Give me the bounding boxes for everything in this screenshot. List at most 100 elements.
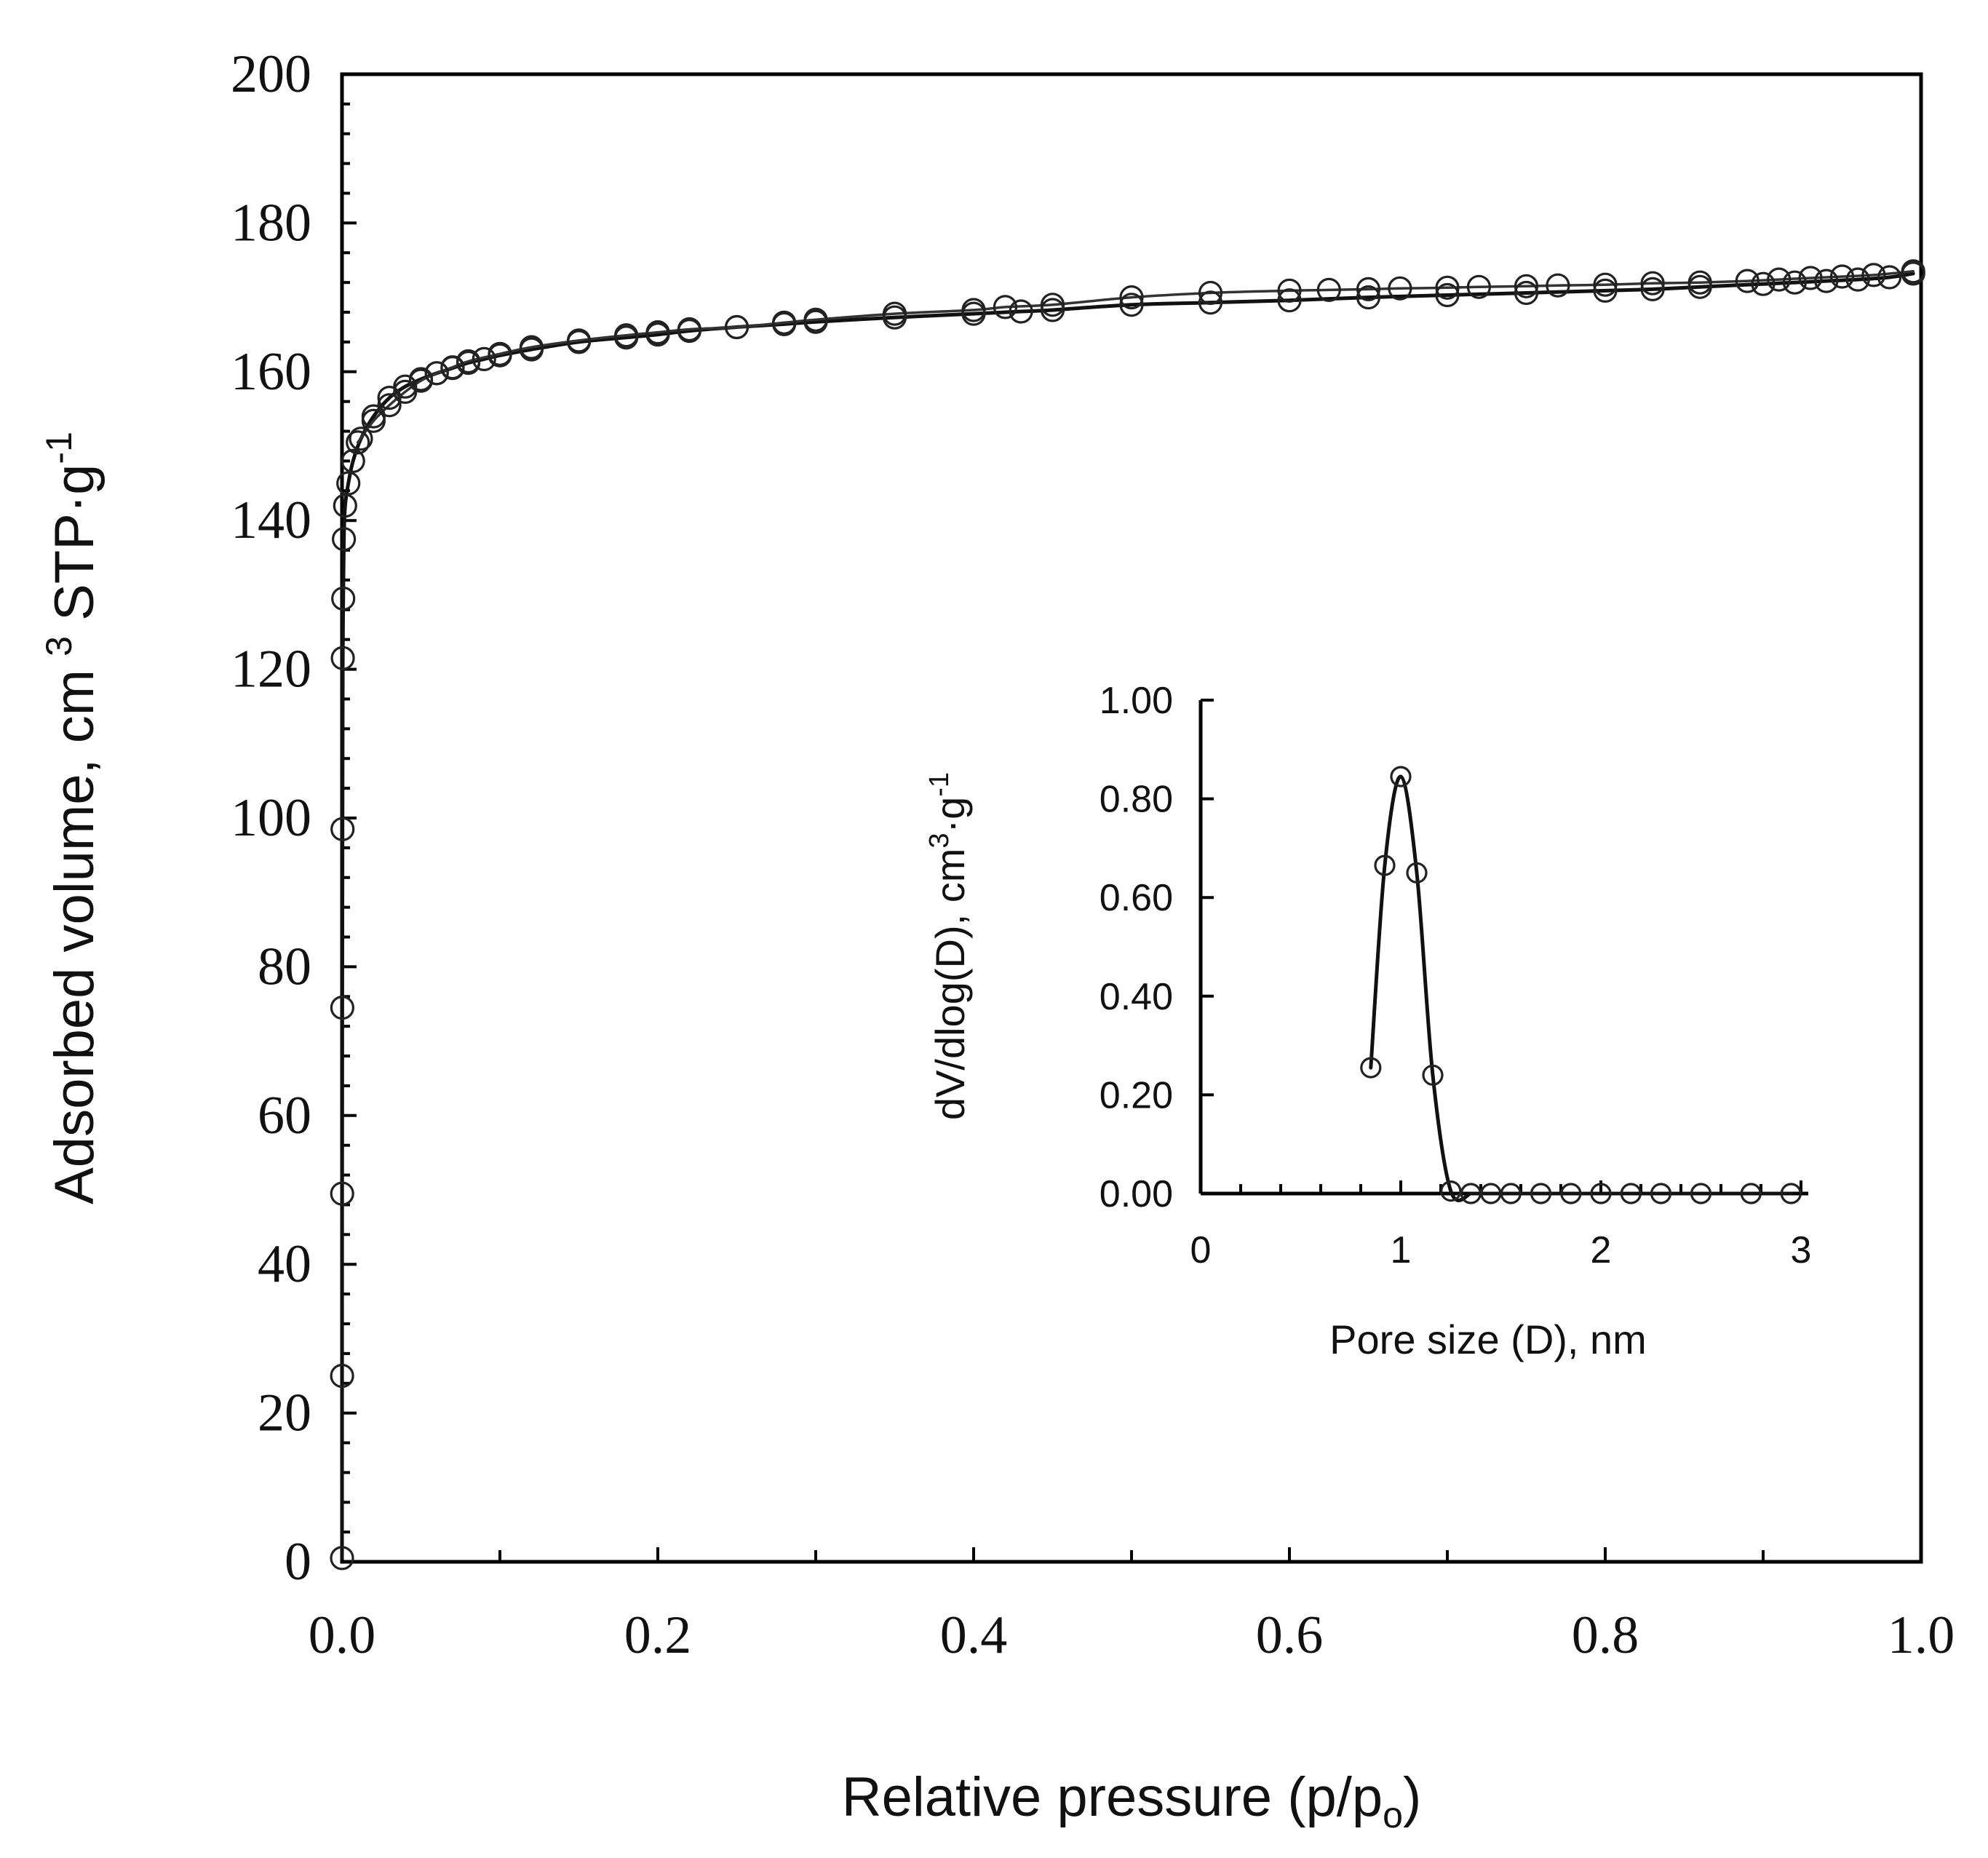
inset-point <box>1422 1064 1444 1086</box>
main-point-adsorption <box>336 471 361 496</box>
inset-point <box>1650 1183 1672 1204</box>
main-y-axis-title-mid: STP·g <box>44 464 106 637</box>
main-point-adsorption <box>349 426 373 451</box>
main-point-desorption <box>1466 274 1492 299</box>
main-point-adsorption <box>1593 278 1618 303</box>
main-point-desorption <box>645 320 670 345</box>
main-point-desorption <box>519 335 544 360</box>
main-point-desorption <box>1798 266 1823 290</box>
inset-point <box>1390 766 1412 787</box>
main-point-adsorption <box>341 448 365 474</box>
main-point-desorption <box>993 295 1018 319</box>
main-point-adsorption <box>330 1363 354 1389</box>
inset-point <box>1780 1183 1802 1204</box>
main-point-desorption <box>1687 270 1712 295</box>
main-point-desorption <box>613 323 639 348</box>
main-point-desorption <box>408 368 434 393</box>
main-point-desorption <box>1901 259 1925 284</box>
main-point-adsorption <box>1040 298 1065 322</box>
main-y-tick-label: 120 <box>231 640 311 699</box>
main-point-adsorption <box>1514 280 1539 306</box>
main-point-desorption <box>1040 293 1065 317</box>
main-point-desorption <box>1316 277 1341 302</box>
inset-point <box>1690 1183 1712 1204</box>
main-point-adsorption <box>330 646 355 670</box>
inset-point <box>1740 1183 1762 1204</box>
main-y-axis-title: Adsorbed volume, cm 3 STP·g-1 <box>39 432 106 1204</box>
main-series-line-desorption <box>356 270 1915 444</box>
main-point-desorption <box>566 328 592 353</box>
main-point-desorption <box>424 361 449 386</box>
inset-point <box>1620 1183 1642 1204</box>
main-point-desorption <box>377 393 402 418</box>
main-x-tick-label: 0.4 <box>940 1605 1008 1665</box>
inset-y-axis-title-sup2: -1 <box>924 772 955 797</box>
main-point-desorption <box>724 314 750 340</box>
inset-x-tick-label: 1 <box>1391 1229 1412 1271</box>
main-x-tick-label: 0.6 <box>1256 1605 1324 1665</box>
main-point-desorption <box>393 379 418 405</box>
main-point-adsorption <box>1009 299 1033 324</box>
main-point-desorption <box>1546 273 1570 298</box>
main-point-desorption <box>1593 272 1618 297</box>
inset-x-tick-label: 0 <box>1190 1229 1212 1271</box>
inset-point <box>1440 1180 1462 1202</box>
main-x-tick-label: 0.8 <box>1572 1605 1639 1665</box>
main-point-desorption <box>677 317 702 342</box>
main-point-adsorption <box>330 995 354 1020</box>
main-point-desorption <box>1767 267 1792 292</box>
inset-y-tick-label: 0.60 <box>1100 877 1173 919</box>
main-y-tick-label: 100 <box>231 788 311 848</box>
main-point-adsorption <box>377 385 402 410</box>
inset-points <box>1360 766 1802 1204</box>
inset-point <box>1360 1057 1382 1079</box>
inset-point <box>1590 1183 1612 1204</box>
main-x-axis-title-subscript: o <box>1383 1795 1403 1835</box>
main-point-desorption <box>1640 271 1665 295</box>
main-x-axis-title-close: ) <box>1403 1766 1421 1828</box>
main-x-tick-label: 1.0 <box>1888 1605 1955 1665</box>
inset-point <box>1406 862 1428 884</box>
main-point-adsorption <box>332 527 357 552</box>
main-point-adsorption <box>330 1181 354 1206</box>
main-point-adsorption <box>330 1546 354 1571</box>
inset-y-axis-title-sup: 3 <box>924 833 955 849</box>
main-y-tick-labels: 0 20 40 60 80 100 120 140 160 180 200 <box>231 44 311 1592</box>
main-points <box>330 259 1925 1571</box>
inset-x-tick-label: 3 <box>1791 1229 1812 1271</box>
inset-y-tick-label: 1.00 <box>1100 680 1173 722</box>
main-y-tick-label: 80 <box>258 937 311 996</box>
inset-chart: 0.00 0.20 0.40 0.60 0.80 1.00 0 1 2 3 Pore size … <box>924 680 1811 1362</box>
main-y-tick-label: 140 <box>231 491 311 550</box>
main-y-tick-label: 0 <box>285 1532 311 1592</box>
inset-x-tick-label: 2 <box>1591 1229 1612 1271</box>
main-point-desorption <box>1277 278 1302 303</box>
inset-point <box>1560 1183 1582 1204</box>
main-point-adsorption <box>472 346 496 371</box>
main-y-tick-label: 20 <box>258 1383 311 1443</box>
main-point-desorption <box>771 310 797 335</box>
main-x-axis-title-text: Relative pressure (p/p <box>842 1766 1383 1828</box>
inset-y-axis-title-mid: ·g <box>927 797 973 833</box>
main-point-adsorption <box>1845 267 1870 292</box>
main-point-desorption <box>1829 264 1855 289</box>
inset-y-axis-title-text: dV/dlog(D), cm <box>927 849 973 1120</box>
main-point-desorption <box>456 349 481 374</box>
main-point-adsorption <box>1356 285 1381 310</box>
main-point-desorption <box>1119 285 1144 310</box>
inset-y-tick-labels: 0.00 0.20 0.40 0.60 0.80 1.00 <box>1100 680 1173 1215</box>
main-point-adsorption <box>1277 288 1302 313</box>
main-point-desorption <box>1198 280 1223 306</box>
main-point-desorption <box>882 301 907 326</box>
main-point-adsorption <box>330 817 355 841</box>
inset-point <box>1374 854 1396 876</box>
main-point-adsorption <box>331 586 356 611</box>
main-point-adsorption <box>1640 277 1665 301</box>
inset-y-axis-title: dV/dlog(D), cm3·g-1 <box>924 772 973 1120</box>
main-series-line-adsorption <box>340 271 1915 1560</box>
main-point-desorption <box>1356 277 1381 301</box>
main-y-tick-label: 200 <box>231 44 311 104</box>
main-point-desorption <box>1861 263 1886 287</box>
inset-x-axis-title: Pore size (D), nm <box>1329 1317 1647 1362</box>
